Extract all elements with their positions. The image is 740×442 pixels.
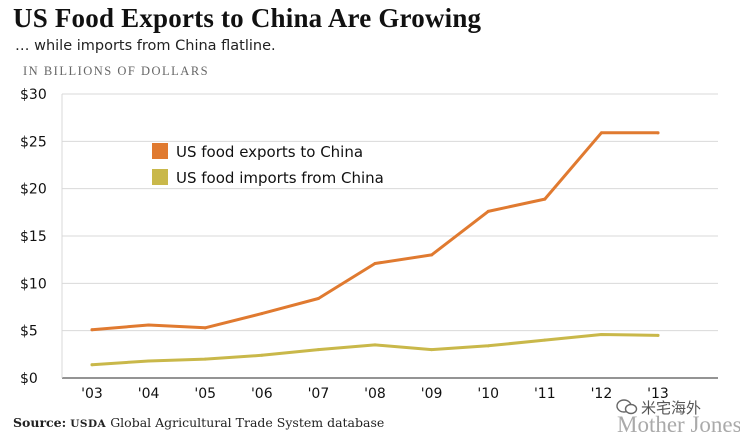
y-tick-label: $15 [20, 229, 47, 245]
x-tick-label: '06 [251, 386, 273, 402]
x-tick-label: '07 [308, 386, 330, 402]
x-tick-label: '03 [81, 386, 103, 402]
series-0-point [90, 328, 94, 332]
series-0-point [599, 131, 603, 135]
series-0-point [316, 296, 320, 300]
y-tick-label: $0 [20, 371, 38, 387]
x-tick-label: '11 [534, 386, 556, 402]
legend-label: US food exports to China [176, 143, 363, 161]
series-0-point [430, 253, 434, 257]
series-1-point [599, 332, 603, 336]
series-1-point [486, 344, 490, 348]
series-line-0 [90, 131, 660, 332]
series-0-point [656, 131, 660, 135]
x-tick-labels: '03 '04 '05 '06 '07 '08 '09 '10 '11 '12 '13 [81, 386, 669, 402]
x-tick-label: '08 [364, 386, 386, 402]
source-agency: USDA [70, 418, 107, 430]
x-tick-label: '12 [591, 386, 613, 402]
series-1-point [316, 348, 320, 352]
y-tick-labels: $0 $5 $10 $15 $20 $25 $30 [20, 87, 47, 387]
series-1-point [543, 338, 547, 342]
chart-subtitle: … while imports from China flatline. [15, 38, 276, 54]
legend-label: US food imports from China [176, 169, 384, 187]
series-1-point [147, 359, 151, 363]
y-tick-label: $10 [20, 276, 47, 292]
brand-logo: Mother Jones [617, 412, 740, 437]
series-1-point [203, 357, 207, 361]
series-0-point [543, 197, 547, 201]
x-tick-label: '05 [194, 386, 216, 402]
y-axis-unit-label: IN BILLIONS OF DOLLARS [23, 64, 210, 78]
source-prefix: Source: [13, 415, 67, 430]
series-line-1 [90, 333, 660, 367]
y-tick-label: $20 [20, 182, 47, 198]
legend: US food exports to China US food imports … [152, 143, 384, 187]
series-1-point [90, 363, 94, 367]
x-tick-label: '04 [138, 386, 160, 402]
source-text: Global Agricultural Trade System databas… [110, 415, 385, 430]
gridlines [61, 93, 718, 379]
series-0-point [203, 326, 207, 330]
y-tick-label: $25 [20, 134, 47, 150]
legend-swatch [152, 169, 168, 185]
y-tick-label: $5 [20, 324, 38, 340]
series-1-point [430, 348, 434, 352]
series-0-point [147, 323, 151, 327]
series-1-point [260, 353, 264, 357]
series-1-point [656, 333, 660, 337]
x-tick-label: '13 [647, 386, 669, 402]
watermark-label: 米宅海外 [641, 399, 702, 417]
series-0-point [486, 209, 490, 213]
x-tick-label: '10 [477, 386, 499, 402]
chart-title: US Food Exports to China Are Growing [13, 3, 482, 33]
series-0-point [260, 312, 264, 316]
source-note: Source: USDA Global Agricultural Trade S… [13, 415, 384, 430]
series-1-point [373, 343, 377, 347]
x-tick-label: '09 [421, 386, 443, 402]
y-tick-label: $30 [20, 87, 47, 103]
legend-swatch [152, 143, 168, 159]
wechat-icon [616, 399, 638, 415]
series-lines [90, 131, 660, 367]
series-0-point [373, 261, 377, 265]
